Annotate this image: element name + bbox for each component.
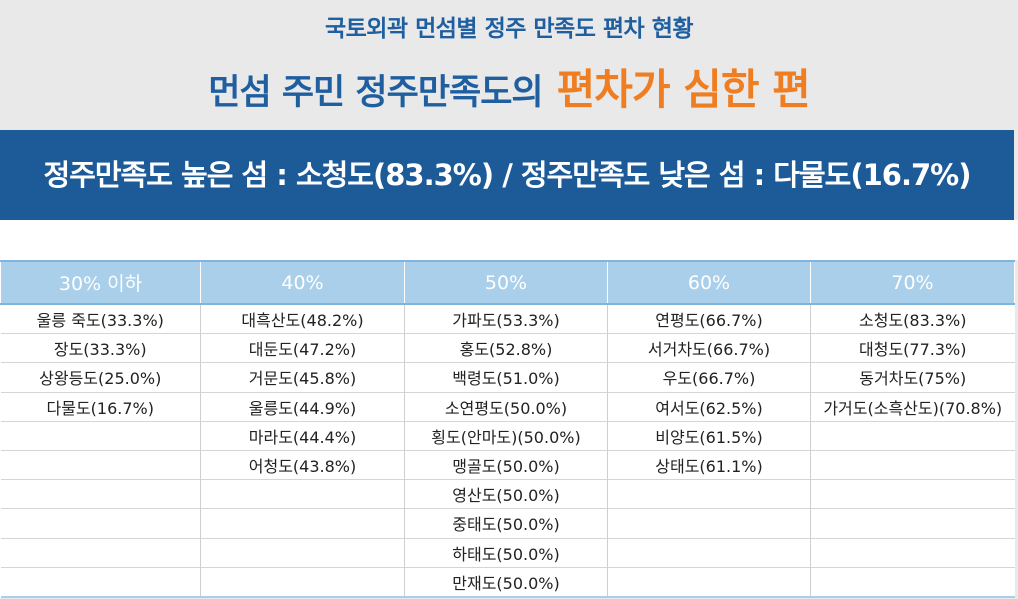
page-title-main: 먼섬 주민 정주만족도의: [208, 73, 543, 113]
table-cell: 서거차도(66.7%): [607, 333, 811, 364]
table-cell: [0, 479, 201, 510]
table-cell: 장도(33.3%): [0, 333, 201, 364]
table-cell: 만재도(50.0%): [404, 567, 608, 598]
table-row: 영산도(50.0%): [0, 479, 1015, 510]
table-cell: [200, 567, 405, 598]
table-row: 하태도(50.0%): [0, 538, 1015, 568]
column-header: 60%: [607, 260, 811, 305]
table-cell: [0, 421, 201, 451]
table-cell: [0, 567, 201, 598]
page-title: 먼섬 주민 정주만족도의 편차가 심한 편: [0, 56, 1018, 117]
table-cell: [810, 567, 1015, 598]
table-cell: 우도(66.7%): [607, 362, 811, 393]
table-cell: 대흑산도(48.2%): [200, 304, 405, 335]
table-cell: [607, 479, 811, 510]
column-header: 70%: [810, 260, 1015, 305]
table-body: 울릉 죽도(33.3%) 대흑산도(48.2%) 가파도(53.3%) 연평도(66.…: [0, 304, 1015, 598]
table-row: 어청도(43.8%) 맹골도(50.0%) 상태도(61.1%): [0, 450, 1015, 481]
table-cell: [200, 508, 405, 539]
table-cell: 하태도(50.0%): [404, 538, 608, 568]
table-cell: 울릉 죽도(33.3%): [0, 304, 201, 335]
table-cell: 연평도(66.7%): [607, 304, 811, 335]
table-cell: [607, 508, 811, 539]
table-cell: [810, 421, 1015, 451]
summary-banner: 정주만족도 높은 섬 : 소청도(83.3%) / 정주만족도 낮은 섬 : 다…: [0, 130, 1014, 220]
table-cell: 상왕등도(25.0%): [0, 362, 201, 393]
table-row: 상왕등도(25.0%) 거문도(45.8%) 백령도(51.0%) 우도(66.7%)…: [0, 362, 1015, 393]
table-cell: 여서도(62.5%): [607, 392, 811, 422]
table-cell: 소연평도(50.0%): [404, 392, 608, 422]
table-cell: [810, 479, 1015, 510]
table-cell: 영산도(50.0%): [404, 479, 608, 510]
table-cell: [200, 479, 405, 510]
table-cell: 거문도(45.8%): [200, 362, 405, 393]
table-cell: [0, 538, 201, 568]
satisfaction-table: 30% 이하 40% 50% 60% 70% 울릉 죽도(33.3%) 대흑산도(…: [0, 260, 1015, 598]
table-cell: 비양도(61.5%): [607, 421, 811, 451]
table-cell: 상태도(61.1%): [607, 450, 811, 481]
table-cell: 소청도(83.3%): [810, 304, 1015, 335]
table-cell: 가파도(53.3%): [404, 304, 608, 335]
table-cell: 홍도(52.8%): [404, 333, 608, 364]
table-cell: 가거도(소흑산도)(70.8%): [810, 392, 1015, 422]
spacer-band: [0, 220, 1018, 260]
table-row: 울릉 죽도(33.3%) 대흑산도(48.2%) 가파도(53.3%) 연평도(66.…: [0, 304, 1015, 335]
table-cell: 다물도(16.7%): [0, 392, 201, 422]
page-title-accent: 편차가 심한 편: [556, 65, 811, 114]
table-cell: 중태도(50.0%): [404, 508, 608, 539]
table-row: 장도(33.3%) 대둔도(47.2%) 홍도(52.8%) 서거차도(66.7%) 대…: [0, 333, 1015, 364]
table-row: 만재도(50.0%): [0, 567, 1015, 598]
table-row: 중태도(50.0%): [0, 508, 1015, 539]
table-cell: 울릉도(44.9%): [200, 392, 405, 422]
table-cell: 횡도(안마도)(50.0%): [404, 421, 608, 451]
table-row: 다물도(16.7%) 울릉도(44.9%) 소연평도(50.0%) 여서도(62.5%…: [0, 392, 1015, 422]
table-cell: 동거차도(75%): [810, 362, 1015, 393]
table-cell: [810, 538, 1015, 568]
table-cell: [200, 538, 405, 568]
table-row: 마라도(44.4%) 횡도(안마도)(50.0%) 비양도(61.5%): [0, 421, 1015, 451]
column-header: 40%: [200, 260, 405, 305]
table-cell: [810, 508, 1015, 539]
table-cell: [607, 567, 811, 598]
table-cell: [607, 538, 811, 568]
table-cell: [0, 508, 201, 539]
table-cell: [810, 450, 1015, 481]
table-cell: 백령도(51.0%): [404, 362, 608, 393]
column-header: 30% 이하: [0, 260, 201, 305]
column-header: 50%: [404, 260, 608, 305]
table-cell: 마라도(44.4%): [200, 421, 405, 451]
table-cell: 대둔도(47.2%): [200, 333, 405, 364]
table-cell: 대청도(77.3%): [810, 333, 1015, 364]
page-subtitle: 국토외곽 먼섬별 정주 만족도 편차 현황: [324, 16, 694, 42]
table-cell: 어청도(43.8%): [200, 450, 405, 481]
table-header-row: 30% 이하 40% 50% 60% 70%: [0, 260, 1015, 305]
table-cell: 맹골도(50.0%): [404, 450, 608, 481]
table-cell: [0, 450, 201, 481]
